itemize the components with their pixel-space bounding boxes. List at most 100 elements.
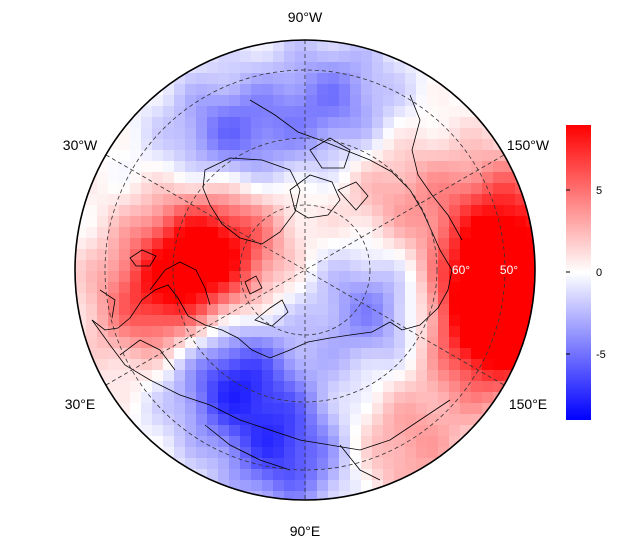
anomaly-cell — [75, 271, 87, 283]
anomaly-cell — [328, 436, 340, 448]
anomaly-cell — [218, 370, 230, 382]
anomaly-cell — [339, 447, 351, 459]
anomaly-cell — [361, 51, 373, 63]
anomaly-cell — [416, 194, 428, 206]
anomaly-cell — [328, 150, 340, 162]
anomaly-cell — [460, 282, 472, 294]
anomaly-cell — [108, 359, 120, 371]
anomaly-cell — [405, 128, 417, 140]
anomaly-cell — [306, 359, 318, 371]
anomaly-cell — [295, 480, 307, 492]
anomaly-cell — [427, 117, 439, 129]
anomaly-cell — [141, 326, 153, 338]
anomaly-cell — [427, 84, 439, 96]
anomaly-cell — [141, 304, 153, 316]
anomaly-cell — [240, 425, 252, 437]
anomaly-cell — [163, 381, 175, 393]
anomaly-cell — [262, 436, 274, 448]
anomaly-cell — [328, 447, 340, 459]
anomaly-cell — [394, 194, 406, 206]
anomaly-cell — [361, 194, 373, 206]
anomaly-cell — [449, 95, 461, 107]
anomaly-cell — [427, 216, 439, 228]
anomaly-cell — [427, 282, 439, 294]
anomaly-cell — [328, 381, 340, 393]
latitude-labels: 60° 50° — [452, 263, 518, 277]
anomaly-cell — [207, 249, 219, 261]
anomaly-cell — [372, 293, 384, 305]
anomaly-cell — [229, 403, 241, 415]
anomaly-cell — [86, 348, 98, 360]
anomaly-cell — [152, 139, 164, 151]
anomaly-cell — [361, 370, 373, 382]
anomaly-cell — [284, 304, 296, 316]
anomaly-cell — [218, 458, 230, 470]
anomaly-cell — [416, 216, 428, 228]
anomaly-cell — [350, 315, 362, 327]
anomaly-cell — [328, 337, 340, 349]
anomaly-cell — [284, 249, 296, 261]
anomaly-cell — [163, 370, 175, 382]
anomaly-cell — [471, 293, 483, 305]
anomaly-cell — [218, 282, 230, 294]
anomaly-cell — [152, 304, 164, 316]
anomaly-cell — [152, 436, 164, 448]
anomaly-cell — [163, 249, 175, 261]
anomaly-cell — [416, 139, 428, 151]
anomaly-cell — [306, 403, 318, 415]
anomaly-cell — [317, 458, 329, 470]
anomaly-cell — [240, 348, 252, 360]
anomaly-cell — [372, 183, 384, 195]
anomaly-cell — [284, 381, 296, 393]
anomaly-cell — [284, 227, 296, 239]
anomaly-cell — [218, 436, 230, 448]
anomaly-cell — [339, 271, 351, 283]
anomaly-cell — [152, 205, 164, 217]
anomaly-cell — [262, 414, 274, 426]
anomaly-cell — [361, 282, 373, 294]
anomaly-cell — [339, 425, 351, 437]
anomaly-cell — [295, 238, 307, 250]
anomaly-cell — [372, 139, 384, 151]
anomaly-cell — [339, 370, 351, 382]
anomaly-cell — [339, 403, 351, 415]
anomaly-cell — [174, 392, 186, 404]
anomaly-cell — [240, 326, 252, 338]
anomaly-cell — [295, 249, 307, 261]
anomaly-cell — [229, 447, 241, 459]
anomaly-cell — [317, 51, 329, 63]
anomaly-cell — [273, 172, 285, 184]
anomaly-cell — [504, 194, 516, 206]
anomaly-cell — [394, 84, 406, 96]
anomaly-cell — [185, 414, 197, 426]
anomaly-cell — [185, 271, 197, 283]
anomaly-cell — [284, 139, 296, 151]
anomaly-cell — [460, 172, 472, 184]
anomaly-cell — [163, 315, 175, 327]
anomaly-cell — [240, 359, 252, 371]
anomaly-cell — [416, 238, 428, 250]
anomaly-cell — [163, 216, 175, 228]
anomaly-cell — [251, 150, 263, 162]
anomaly-cell — [438, 436, 450, 448]
anomaly-cell — [416, 304, 428, 316]
anomaly-cell — [416, 227, 428, 239]
anomaly-cell — [361, 315, 373, 327]
anomaly-cell — [339, 392, 351, 404]
anomaly-cell — [405, 95, 417, 107]
anomaly-cell — [416, 205, 428, 217]
anomaly-cell — [460, 370, 472, 382]
anomaly-cell — [207, 216, 219, 228]
anomaly-cell — [163, 161, 175, 173]
anomaly-cell — [196, 315, 208, 327]
anomaly-cell — [185, 106, 197, 118]
anomaly-cell — [394, 458, 406, 470]
anomaly-cell — [273, 381, 285, 393]
anomaly-cell — [86, 205, 98, 217]
anomaly-cell — [163, 238, 175, 250]
anomaly-cell — [449, 271, 461, 283]
anomaly-cell — [152, 238, 164, 250]
anomaly-cell — [361, 172, 373, 184]
anomaly-cell — [350, 62, 362, 74]
anomaly-cell — [251, 51, 263, 63]
